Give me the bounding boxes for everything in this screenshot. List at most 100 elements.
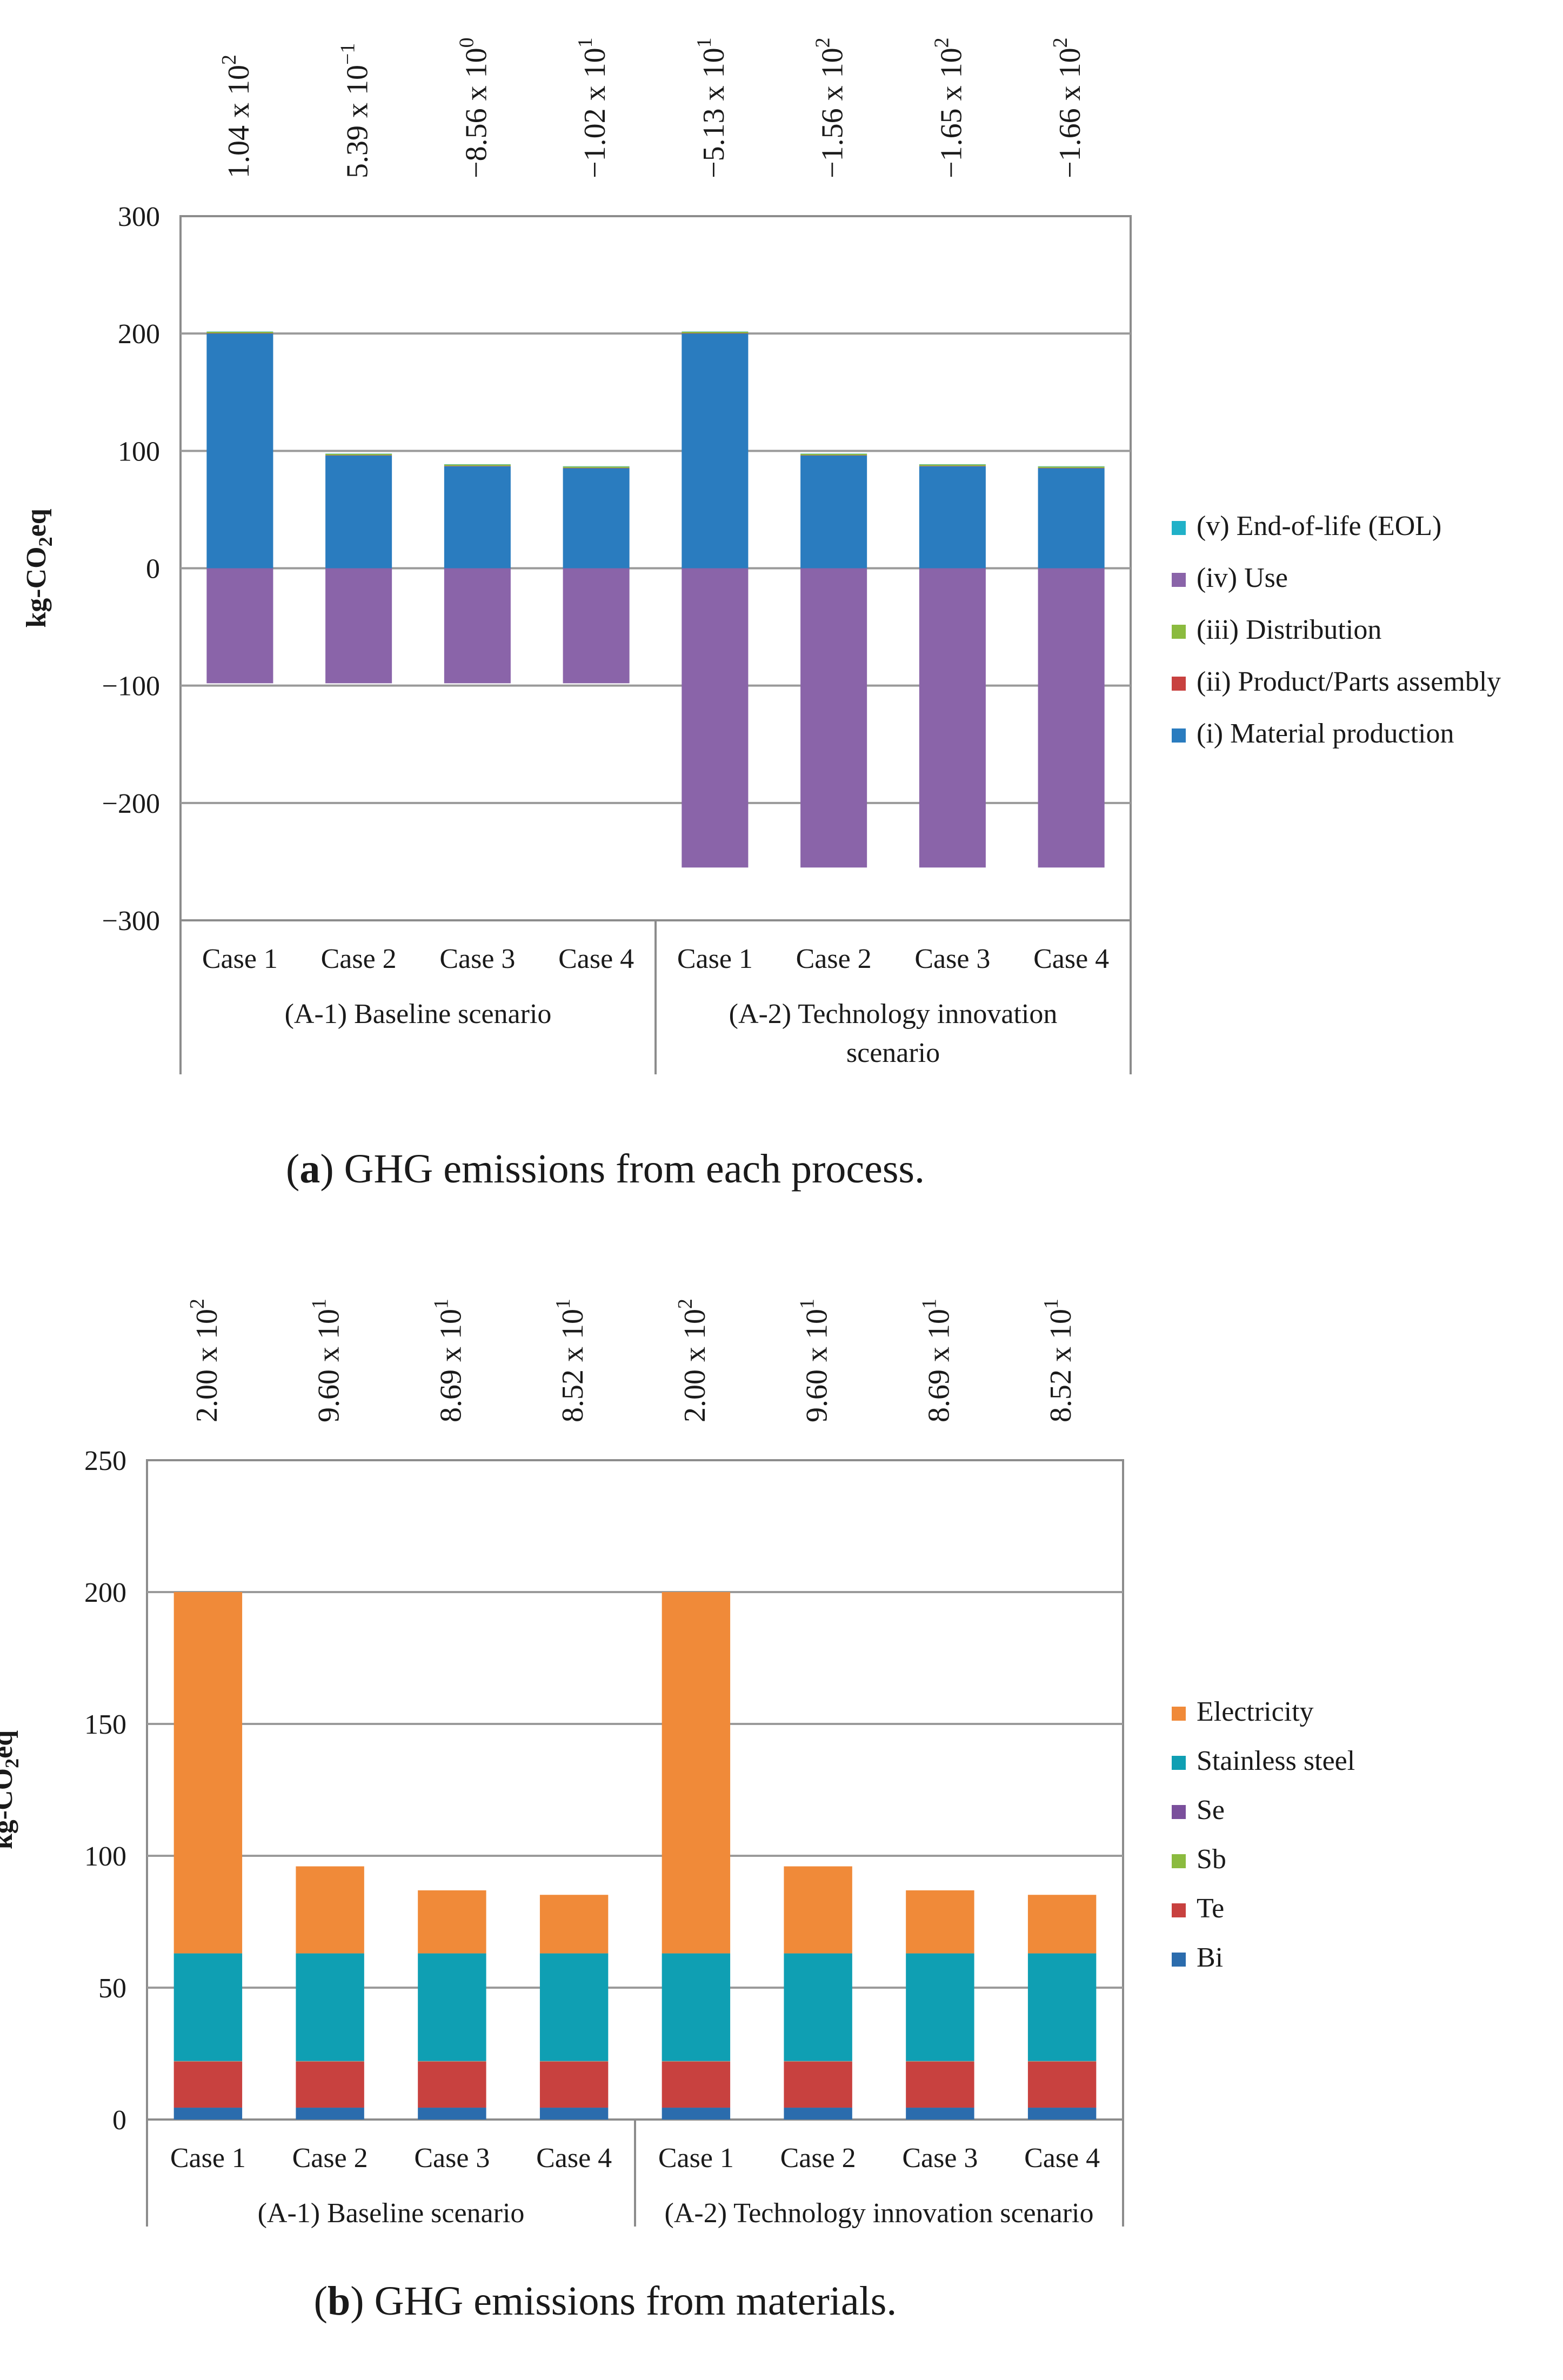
- chart-b-legend-swatch: [1172, 1903, 1186, 1917]
- chart-a-bar-segment: [206, 568, 273, 684]
- chart-b-bar-segment: [296, 2108, 364, 2120]
- caption-b-letter: b: [327, 2278, 351, 2324]
- chart-b-total-mantissa: 8.52 x 10: [556, 1309, 590, 1422]
- chart-a-total-mantissa: 1.04 x 10: [222, 65, 256, 178]
- chart-b-bar-segment: [1027, 2108, 1097, 2120]
- chart-b-group-label: (A-1) Baseline scenario: [258, 2198, 525, 2229]
- chart-b-legend-swatch: [1172, 1953, 1186, 1967]
- chart-b-bar-segment: [1027, 2061, 1097, 2108]
- chart-a-bar-segment: [444, 466, 511, 569]
- chart-b-y-axis-label-part: 2: [1, 1759, 23, 1768]
- chart-a-x-tick-label: Case 4: [558, 944, 634, 974]
- chart-a-total-label: −1.66 x 102: [1049, 37, 1087, 178]
- chart-b-total-mantissa: 2.00 x 10: [190, 1309, 224, 1422]
- chart-b-bar-segment: [784, 2061, 852, 2062]
- chart-a-bar-segment: [1038, 568, 1105, 868]
- chart-b-x-tick-label: Case 4: [1024, 2143, 1100, 2174]
- chart-b-y-axis-label: kg-CO2eq: [0, 1730, 23, 1849]
- chart-a-total-label: −5.13 x 101: [693, 37, 731, 178]
- chart-b-bar-segment: [784, 1866, 852, 1954]
- chart-a-total-label: 5.39 x 10−1: [337, 43, 375, 178]
- chart-b-plot-frame: [146, 1459, 1124, 2121]
- chart-b-bar-segment: [784, 2061, 852, 2108]
- chart-b-bar-segment: [418, 1953, 486, 2061]
- chart-a-bar-segment: [682, 568, 749, 868]
- chart-b-total-exponent: 1: [918, 1299, 940, 1309]
- chart-b-y-axis-label-part: eq: [0, 1730, 18, 1759]
- chart-b-legend-label: Te: [1197, 1893, 1224, 1924]
- chart-b-bar-segment: [418, 2108, 486, 2120]
- chart-b-bar-segment: [296, 1953, 364, 2061]
- chart-b-bar-segment: [784, 2061, 852, 2062]
- chart-a-bar-segment: [800, 568, 867, 868]
- chart-b-bar-segment: [296, 2061, 364, 2062]
- chart-b-bar-segment: [418, 2061, 486, 2062]
- chart-a-x-tick-label: Case 3: [439, 944, 515, 974]
- chart-a-bar-segment: [919, 464, 986, 466]
- caption-a-text: ) GHG emissions from each process.: [320, 1146, 925, 1192]
- chart-b-bar-segment: [418, 2061, 486, 2108]
- chart-a-y-tick-label: 300: [118, 202, 160, 232]
- chart-b-total-label: 8.69 x 101: [430, 1299, 467, 1422]
- chart-a-group-label: (A-1) Baseline scenario: [285, 999, 552, 1029]
- chart-b-bar-segment: [1027, 2061, 1097, 2062]
- chart-a-bar-segment: [682, 333, 749, 334]
- chart-b-total-exponent: 1: [430, 1299, 452, 1309]
- chart-b-legend-swatch: [1172, 1756, 1186, 1770]
- chart-b-y-tick-label: 50: [98, 1973, 126, 2004]
- chart-b-total-label: 8.52 x 101: [552, 1299, 590, 1422]
- chart-a-bar-segment: [682, 331, 749, 332]
- chart-b-total-label: 9.60 x 101: [796, 1299, 834, 1422]
- chart-a-bar-segment: [206, 331, 273, 333]
- chart-a-bar-segment: [563, 467, 630, 469]
- chart-a-bar-segment: [563, 468, 630, 569]
- chart-b-total-exponent: 1: [552, 1299, 575, 1309]
- chart-b-bar-segment: [662, 2061, 731, 2062]
- chart-b-bar-segment: [1027, 1953, 1097, 2061]
- chart-b-bar-segment: [539, 2061, 609, 2062]
- chart-a-y-axis-label-part: eq: [21, 509, 52, 537]
- chart-a-bar-segment: [1038, 466, 1105, 467]
- chart-b-bar-segment: [662, 2108, 731, 2120]
- chart-a-total-mantissa: −5.13 x 10: [697, 48, 731, 178]
- chart-a-bar-segment: [919, 466, 986, 569]
- chart-a-group-label: scenario: [846, 1038, 940, 1068]
- chart-a-x-tick-label: Case 1: [202, 944, 278, 974]
- chart-a-bar-segment: [206, 331, 273, 332]
- chart-a-total-label: −1.02 x 101: [574, 37, 612, 178]
- chart-a-bar-segment: [800, 456, 867, 569]
- chart-a-bar-segment: [444, 464, 511, 466]
- chart-b-bar-segment: [173, 2061, 243, 2062]
- chart-b-bar-segment: [662, 2061, 731, 2108]
- chart-a-bar-segment: [919, 568, 986, 868]
- chart-a-bar-segment: [1038, 468, 1105, 569]
- chart-a-x-tick-label: Case 2: [796, 944, 872, 974]
- chart-b-bar-segment: [906, 2061, 974, 2062]
- chart-a-legend-swatch: [1172, 677, 1186, 691]
- chart-b-bar-segment: [296, 2061, 364, 2108]
- chart-a-x-tick-label: Case 2: [321, 944, 397, 974]
- chart-b-bar-segment: [418, 1890, 486, 1954]
- chart-b-x-tick-label: Case 2: [292, 2143, 368, 2174]
- chart-a-total-exponent: 2: [218, 55, 241, 65]
- chart-a-bar-segment: [206, 333, 273, 334]
- chart-a-total-exponent: 0: [455, 37, 478, 48]
- chart-b-bar-segment: [906, 2061, 974, 2108]
- chart-a-y-axis-label-part: 2: [35, 537, 56, 546]
- chart-b-total-label: 2.00 x 102: [674, 1299, 712, 1422]
- chart-b-legend-label: Se: [1197, 1795, 1225, 1826]
- chart-b-bar-segment: [173, 1592, 243, 1954]
- chart-b-total-exponent: 1: [796, 1299, 819, 1309]
- chart-b-total-mantissa: 8.69 x 10: [434, 1309, 467, 1422]
- chart-a-y-tick-label: 200: [118, 319, 160, 350]
- chart-b-bar-segment: [296, 2061, 364, 2062]
- chart-b-total-exponent: 2: [186, 1299, 209, 1309]
- chart-a-legend-label: (v) End-of-life (EOL): [1197, 511, 1441, 541]
- chart-b-bar-segment: [1027, 1895, 1097, 1954]
- chart-b-x-tick-label: Case 2: [780, 2143, 856, 2174]
- chart-b-x-tick-label: Case 4: [536, 2143, 612, 2174]
- chart-b-bar-segment: [296, 1866, 364, 1954]
- chart-a-bar-segment: [325, 453, 392, 454]
